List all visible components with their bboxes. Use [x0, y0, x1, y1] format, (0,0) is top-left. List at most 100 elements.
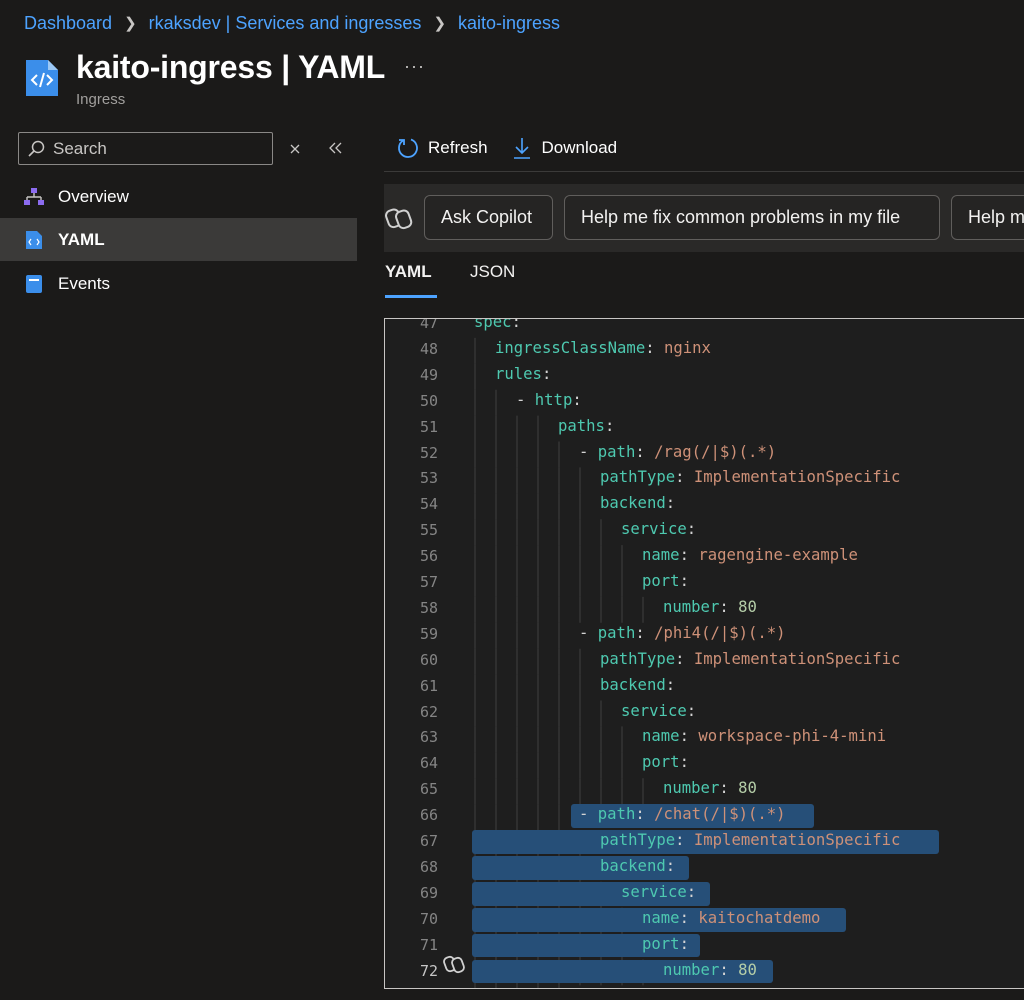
- code-line: - path: /()(.*): [579, 986, 720, 988]
- code-line: - path: /chat(/|$)(.*): [579, 805, 786, 824]
- toolbar-divider: [384, 171, 1024, 172]
- refresh-button[interactable]: Refresh: [396, 136, 488, 160]
- overview-hierarchy-icon: [24, 187, 44, 207]
- code-line: port:: [642, 572, 689, 590]
- search-icon: [28, 140, 45, 157]
- code-line: number: 80: [663, 597, 757, 616]
- tab-json[interactable]: JSON: [470, 262, 516, 281]
- search-input[interactable]: [53, 138, 253, 159]
- line-number: 48: [419, 339, 438, 358]
- line-number: 72: [419, 961, 438, 980]
- line-number: 68: [419, 857, 438, 876]
- line-number: 69: [419, 883, 438, 902]
- download-icon: [510, 136, 534, 160]
- line-number: 54: [419, 495, 438, 514]
- line-number: 58: [419, 598, 438, 617]
- chevron-right-icon: ❯: [433, 15, 447, 32]
- line-number: 65: [419, 780, 438, 799]
- line-number: 63: [419, 728, 438, 747]
- code-line: number: 80: [663, 960, 757, 979]
- code-line: service:: [621, 882, 697, 901]
- breadcrumb: Dashboard ❯ rkaksdev | Services and ingr…: [24, 11, 560, 35]
- line-number: 55: [419, 521, 438, 540]
- download-button[interactable]: Download: [510, 136, 618, 160]
- code-line: name: ragengine-example: [642, 546, 858, 565]
- code-line: port:: [642, 934, 689, 953]
- line-number: 52: [419, 443, 438, 462]
- line-number: 57: [419, 573, 438, 591]
- clear-icon[interactable]: [288, 138, 302, 158]
- line-number: 67: [419, 832, 438, 850]
- yaml-file-icon: [26, 60, 58, 96]
- selection-line-highlight: [472, 959, 773, 984]
- page-title: kaito-ingress | YAML: [76, 49, 386, 85]
- code-line: name: workspace-phi-4-mini: [642, 727, 887, 746]
- code-line: - path: /rag(/|$)(.*): [579, 442, 777, 461]
- sidebar-item-events[interactable]: Events: [0, 262, 357, 305]
- more-options-button[interactable]: ···: [404, 56, 425, 76]
- fix-common-problems-chip[interactable]: Help me fix common problems in my file: [564, 195, 940, 240]
- line-number: 73: [385, 987, 438, 988]
- line-number: 47: [419, 318, 438, 332]
- line-number: 61: [419, 676, 438, 695]
- sidebar-item-label: Overview: [58, 186, 129, 206]
- selection-line-highlight: [472, 855, 690, 880]
- sidebar-item-label: YAML: [58, 229, 105, 249]
- code-line: name: kaitochatdemo: [642, 908, 821, 927]
- active-tab-indicator: [385, 295, 437, 298]
- line-number: 64: [419, 754, 438, 773]
- copilot-icon: [385, 208, 413, 230]
- ask-copilot-chip[interactable]: Ask Copilot: [424, 195, 553, 240]
- selection-line-highlight: [472, 907, 846, 932]
- breadcrumb-services-ingresses[interactable]: rkaksdev | Services and ingresses: [148, 12, 422, 33]
- sidebar-item-label: Events: [58, 273, 110, 293]
- selection-line-highlight: [472, 830, 939, 854]
- selection-line-highlight: [472, 933, 700, 958]
- yaml-editor[interactable]: 47 48 49 50 51 52 53 54 55 56 57 58 59 60 61 62 63 64 65 66…: [384, 318, 1024, 989]
- resource-type-label: Ingress: [76, 91, 126, 108]
- code-line: ingressClassName: nginx: [495, 338, 711, 357]
- inline-copilot-icon[interactable]: [443, 953, 467, 977]
- refresh-label: Refresh: [428, 138, 488, 157]
- refresh-icon: [396, 136, 420, 160]
- line-number: 66: [419, 806, 438, 825]
- sidebar-item-yaml[interactable]: YAML: [0, 218, 357, 261]
- code-line: - path: /phi4(/|$)(.*): [579, 623, 786, 642]
- code-line: number: 80: [663, 779, 757, 798]
- code-line: service:: [621, 701, 697, 720]
- line-number: 60: [419, 650, 438, 669]
- chevron-right-icon: ❯: [124, 15, 137, 32]
- code-line: service:: [621, 520, 697, 539]
- code-line: port:: [642, 753, 689, 772]
- code-line: pathType: ImplementationSpecific: [600, 649, 901, 668]
- line-number: 51: [419, 417, 438, 436]
- line-number: 49: [419, 365, 438, 384]
- code-line: pathType: ImplementationSpecific: [600, 468, 901, 487]
- breadcrumb-dashboard[interactable]: Dashboard: [24, 12, 113, 33]
- command-bar: Refresh Download: [384, 126, 627, 170]
- selection-line-highlight: [571, 804, 814, 828]
- line-number: 70: [419, 909, 438, 928]
- download-label: Download: [541, 138, 618, 157]
- line-number: 71: [419, 935, 438, 954]
- line-number: 62: [419, 702, 438, 721]
- line-number: 50: [419, 391, 438, 410]
- code-line: rules:: [495, 364, 552, 383]
- code-line: backend:: [600, 856, 676, 875]
- sidebar-search: [18, 132, 273, 165]
- line-number: 59: [419, 624, 438, 643]
- line-number: 56: [419, 547, 438, 566]
- code-line: spec:: [474, 318, 521, 331]
- breadcrumb-kaito-ingress[interactable]: kaito-ingress: [458, 12, 561, 33]
- code-line: backend:: [600, 675, 676, 694]
- selection-line-highlight: [472, 881, 711, 906]
- events-book-icon: [24, 274, 44, 294]
- sidebar-item-overview[interactable]: Overview: [0, 175, 357, 218]
- collapse-sidebar-icon[interactable]: [326, 138, 346, 158]
- line-number: 53: [419, 469, 438, 488]
- tab-yaml[interactable]: YAML: [385, 262, 432, 281]
- understand-file-chip[interactable]: Help me understand this file: [951, 195, 1024, 240]
- yaml-file-icon: [24, 230, 44, 250]
- code-line: pathType: ImplementationSpecific: [600, 831, 901, 849]
- code-line: paths:: [558, 416, 615, 435]
